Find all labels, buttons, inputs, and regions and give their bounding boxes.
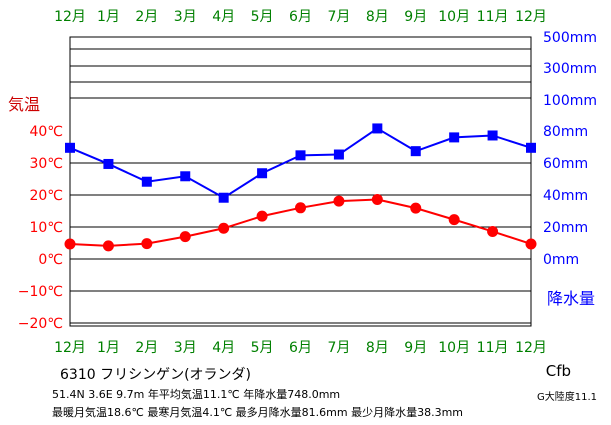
temperature-tick-label: −10℃ bbox=[18, 284, 63, 300]
precipitation-tick-label: 80mm bbox=[543, 124, 588, 140]
precipitation-axis-ticks: 500mm 300mm 100mm 80mm 60mm 40mm 20mm 0mm bbox=[543, 30, 597, 268]
month-label-top: 12月 bbox=[54, 9, 86, 25]
month-label-top: 6月 bbox=[289, 9, 312, 25]
month-label-bottom: 8月 bbox=[366, 340, 389, 356]
month-label-top: 12月 bbox=[515, 9, 547, 25]
station-name: 6310 フリシンゲン(オランダ) bbox=[60, 367, 252, 383]
month-label-bottom: 5月 bbox=[251, 340, 274, 356]
month-label-bottom: 10月 bbox=[438, 340, 470, 356]
precipitation-point bbox=[257, 168, 268, 179]
precipitation-tick-label: 100mm bbox=[543, 93, 597, 109]
climate-chart: 12月 1月 2月 3月 4月 5月 6月 7月 8月 9月 10月 11月 12月 12月 1月 2月 3月… bbox=[8, 9, 597, 356]
month-label-bottom: 6月 bbox=[289, 340, 312, 356]
temperature-point bbox=[410, 202, 422, 214]
temperature-point bbox=[141, 238, 153, 250]
station-stats-line-2: 最暖月気温18.6℃ 最寒月気温4.1℃ 最多月降水量81.6mm 最少月降水量… bbox=[52, 406, 464, 419]
temperature-point bbox=[256, 210, 268, 222]
month-label-bottom: 3月 bbox=[174, 340, 197, 356]
temperature-point bbox=[295, 202, 306, 214]
month-labels-bottom: 12月 1月 2月 3月 4月 5月 6月 7月 8月 9月 10月 11月 12月 bbox=[54, 340, 547, 356]
temperature-point bbox=[333, 195, 345, 207]
temperature-point bbox=[179, 231, 191, 243]
month-label-top: 11月 bbox=[477, 9, 509, 25]
temperature-point bbox=[102, 240, 114, 252]
month-label-top: 1月 bbox=[97, 9, 120, 25]
temperature-tick-label: −20℃ bbox=[18, 316, 63, 332]
month-label-top: 3月 bbox=[174, 9, 197, 25]
precipitation-tick-label: 0mm bbox=[543, 252, 579, 268]
precipitation-tick-label: 500mm bbox=[543, 30, 597, 46]
precipitation-point bbox=[295, 150, 306, 161]
temperature-point bbox=[487, 225, 499, 237]
month-label-bottom: 9月 bbox=[404, 340, 427, 356]
month-label-bottom: 1月 bbox=[97, 340, 120, 356]
continentality-index: G大陸度11.1 bbox=[536, 392, 597, 403]
temperature-tick-label: 20℃ bbox=[29, 188, 63, 204]
plot-frame bbox=[69, 36, 532, 327]
precipitation-point bbox=[103, 158, 114, 169]
precipitation-point bbox=[526, 142, 536, 153]
station-stats-line-1: 51.4N 3.6E 9.7m 年平均気温11.1℃ 年降水量748.0mm bbox=[52, 388, 341, 401]
month-label-bottom: 11月 bbox=[477, 340, 509, 356]
temperature-point bbox=[525, 238, 537, 250]
precipitation-point bbox=[410, 146, 421, 157]
temperature-point bbox=[218, 222, 230, 234]
precipitation-point bbox=[218, 192, 229, 203]
month-label-top: 2月 bbox=[135, 9, 158, 25]
month-label-bottom: 12月 bbox=[54, 340, 86, 356]
precipitation-point bbox=[372, 123, 383, 134]
month-label-top: 7月 bbox=[327, 9, 350, 25]
month-labels-top: 12月 1月 2月 3月 4月 5月 6月 7月 8月 9月 10月 11月 12月 bbox=[54, 9, 547, 25]
precipitation-tick-label: 60mm bbox=[543, 156, 588, 172]
precipitation-point bbox=[180, 171, 191, 182]
precipitation-point bbox=[333, 149, 344, 160]
temperature-point bbox=[448, 214, 460, 226]
temperature-tick-label: 10℃ bbox=[29, 220, 63, 236]
precipitation-tick-label: 40mm bbox=[543, 188, 588, 204]
precipitation-axis-label: 降水量 bbox=[547, 289, 595, 308]
temperature-axis-ticks: 40℃ 30℃ 20℃ 10℃ 0℃ −10℃ −20℃ bbox=[18, 124, 63, 332]
precipitation-series bbox=[65, 123, 536, 203]
month-label-top: 5月 bbox=[251, 9, 274, 25]
climate-classification: Cfb bbox=[545, 362, 571, 380]
month-label-top: 4月 bbox=[212, 9, 235, 25]
precipitation-point bbox=[65, 142, 75, 153]
month-label-bottom: 4月 bbox=[212, 340, 235, 356]
temperature-axis-label: 気温 bbox=[8, 95, 40, 114]
month-label-bottom: 2月 bbox=[135, 340, 158, 356]
month-label-top: 9月 bbox=[404, 9, 427, 25]
precipitation-point bbox=[141, 176, 152, 187]
temperature-tick-label: 0℃ bbox=[38, 252, 63, 268]
precipitation-point bbox=[487, 130, 498, 141]
temperature-tick-label: 30℃ bbox=[29, 156, 63, 172]
month-label-top: 8月 bbox=[366, 9, 389, 25]
temperature-point bbox=[371, 193, 383, 205]
precipitation-tick-label: 20mm bbox=[543, 220, 588, 236]
precipitation-point bbox=[449, 132, 460, 143]
month-label-top: 10月 bbox=[438, 9, 470, 25]
temperature-tick-label: 40℃ bbox=[29, 124, 63, 140]
month-label-bottom: 12月 bbox=[515, 340, 547, 356]
temperature-point bbox=[64, 238, 76, 250]
chart-grid bbox=[69, 36, 532, 327]
precipitation-tick-label: 300mm bbox=[543, 61, 597, 77]
temperature-series bbox=[64, 193, 537, 252]
month-label-bottom: 7月 bbox=[327, 340, 350, 356]
